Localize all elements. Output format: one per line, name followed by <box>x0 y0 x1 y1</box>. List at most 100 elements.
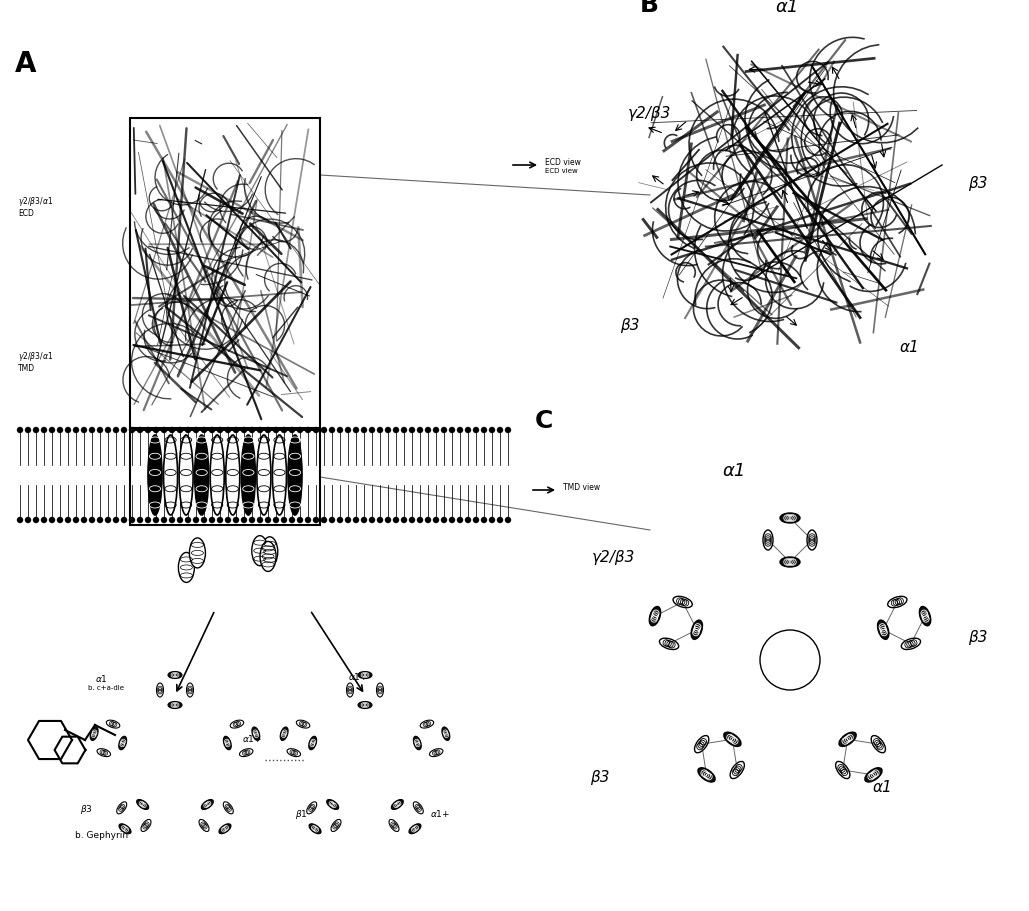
Circle shape <box>25 427 31 433</box>
Text: β3: β3 <box>968 630 988 645</box>
Circle shape <box>105 427 111 433</box>
Circle shape <box>17 517 23 523</box>
Ellipse shape <box>164 435 178 515</box>
Circle shape <box>345 427 351 433</box>
Circle shape <box>233 427 239 433</box>
Ellipse shape <box>309 824 321 834</box>
Ellipse shape <box>331 819 341 832</box>
Ellipse shape <box>230 720 244 728</box>
Circle shape <box>338 517 343 523</box>
Circle shape <box>393 517 399 523</box>
Ellipse shape <box>116 802 127 814</box>
Ellipse shape <box>864 768 882 782</box>
Circle shape <box>201 517 207 523</box>
Ellipse shape <box>429 749 442 757</box>
Circle shape <box>305 517 311 523</box>
Circle shape <box>81 517 87 523</box>
Circle shape <box>49 427 55 433</box>
Ellipse shape <box>273 435 286 515</box>
Circle shape <box>473 427 480 433</box>
Circle shape <box>145 427 151 433</box>
Circle shape <box>257 427 263 433</box>
Ellipse shape <box>901 639 921 650</box>
Text: $\gamma$2/$\beta$3/$\alpha$1
TMD: $\gamma$2/$\beta$3/$\alpha$1 TMD <box>17 350 54 374</box>
Ellipse shape <box>240 749 253 757</box>
Circle shape <box>409 517 415 523</box>
Ellipse shape <box>219 824 230 834</box>
Circle shape <box>137 427 143 433</box>
Ellipse shape <box>202 800 213 810</box>
Circle shape <box>169 427 175 433</box>
Ellipse shape <box>137 800 149 810</box>
Circle shape <box>88 427 95 433</box>
Ellipse shape <box>839 732 856 746</box>
Circle shape <box>449 427 455 433</box>
Circle shape <box>121 427 127 433</box>
Text: ECD view: ECD view <box>545 168 577 174</box>
Ellipse shape <box>389 819 399 832</box>
Circle shape <box>481 517 487 523</box>
Circle shape <box>385 427 391 433</box>
Ellipse shape <box>179 435 193 515</box>
Ellipse shape <box>673 597 693 608</box>
Ellipse shape <box>358 671 372 679</box>
Circle shape <box>473 517 480 523</box>
Ellipse shape <box>414 736 421 750</box>
Circle shape <box>81 427 87 433</box>
Circle shape <box>281 517 287 523</box>
Ellipse shape <box>836 762 850 779</box>
Text: α1: α1 <box>900 340 920 355</box>
Circle shape <box>185 517 191 523</box>
Circle shape <box>409 427 415 433</box>
Text: $\alpha$1+: $\alpha$1+ <box>242 733 262 744</box>
Circle shape <box>225 427 230 433</box>
Bar <box>130 430 320 525</box>
Circle shape <box>65 427 71 433</box>
Circle shape <box>313 427 319 433</box>
Text: b. Gephyrin: b. Gephyrin <box>75 831 129 840</box>
Circle shape <box>265 427 271 433</box>
Ellipse shape <box>288 435 301 515</box>
Text: β3: β3 <box>620 318 639 333</box>
Text: A: A <box>15 50 36 78</box>
Circle shape <box>505 427 511 433</box>
Circle shape <box>417 517 423 523</box>
Circle shape <box>209 427 215 433</box>
Circle shape <box>249 517 255 523</box>
Ellipse shape <box>186 683 193 697</box>
Ellipse shape <box>649 607 661 626</box>
Text: C: C <box>535 409 554 433</box>
Circle shape <box>497 517 503 523</box>
Ellipse shape <box>225 435 240 515</box>
Ellipse shape <box>199 819 209 832</box>
Circle shape <box>193 427 199 433</box>
Text: $\alpha$1+: $\alpha$1+ <box>348 671 368 682</box>
Circle shape <box>161 427 167 433</box>
Circle shape <box>297 427 303 433</box>
Ellipse shape <box>119 824 131 834</box>
Ellipse shape <box>118 736 127 750</box>
Circle shape <box>153 517 159 523</box>
Ellipse shape <box>242 435 255 515</box>
Ellipse shape <box>280 727 288 741</box>
Circle shape <box>145 517 151 523</box>
Text: $\gamma$2/$\beta$3/$\alpha$1
ECD: $\gamma$2/$\beta$3/$\alpha$1 ECD <box>17 195 54 219</box>
Text: ECD view: ECD view <box>545 158 581 167</box>
Ellipse shape <box>261 537 278 567</box>
Circle shape <box>113 427 119 433</box>
Circle shape <box>401 517 407 523</box>
Circle shape <box>505 517 511 523</box>
Ellipse shape <box>695 735 709 752</box>
Text: TMD view: TMD view <box>563 483 600 492</box>
Circle shape <box>289 427 295 433</box>
Ellipse shape <box>780 557 800 567</box>
Ellipse shape <box>731 762 744 779</box>
Ellipse shape <box>888 597 907 608</box>
Bar <box>130 118 320 428</box>
Circle shape <box>137 517 143 523</box>
Circle shape <box>49 517 55 523</box>
Circle shape <box>217 427 223 433</box>
Ellipse shape <box>296 720 310 728</box>
Circle shape <box>338 427 343 433</box>
Circle shape <box>169 517 175 523</box>
